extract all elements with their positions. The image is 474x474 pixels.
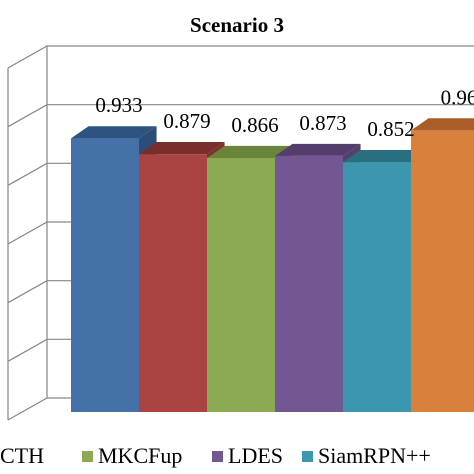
data-labels: 0.933 0.879 0.866 0.873 0.852 0.96	[95, 85, 474, 141]
data-label-0: 0.933	[95, 93, 142, 117]
legend-swatch-2	[212, 451, 223, 462]
gridline	[7, 45, 474, 69]
data-label-4: 0.852	[367, 117, 414, 141]
data-label-3: 0.873	[299, 111, 346, 135]
bar-top-0	[71, 126, 157, 139]
data-label-2: 0.866	[231, 113, 278, 137]
bar-front-1	[139, 154, 207, 412]
bar-front-3	[275, 155, 343, 413]
bar-front-2	[207, 157, 275, 412]
legend-label-3: SiamRPN++	[318, 443, 431, 468]
legend: ICCTH MKCFup LDES SiamRPN++	[0, 443, 431, 468]
bar-top-3	[275, 143, 361, 156]
bar-top-2	[207, 145, 293, 158]
data-label-5: 0.96	[441, 85, 474, 109]
legend-swatch-1	[82, 451, 93, 462]
data-label-1: 0.879	[163, 109, 210, 133]
legend-label-1: MKCFup	[98, 443, 182, 468]
gridlines	[7, 45, 474, 421]
legend-label-2: LDES	[228, 443, 283, 468]
bar-front-0	[71, 138, 139, 412]
bar-front-5	[411, 130, 474, 412]
bar-top-4	[343, 149, 429, 163]
bars	[71, 118, 474, 413]
bar-front-4	[343, 162, 411, 412]
bar-top-5	[411, 118, 474, 131]
chart-title: Scenario 3	[190, 13, 284, 37]
bar-top-1	[139, 142, 225, 155]
legend-label-0: ICCTH	[0, 443, 44, 468]
legend-swatch-3	[302, 451, 313, 462]
